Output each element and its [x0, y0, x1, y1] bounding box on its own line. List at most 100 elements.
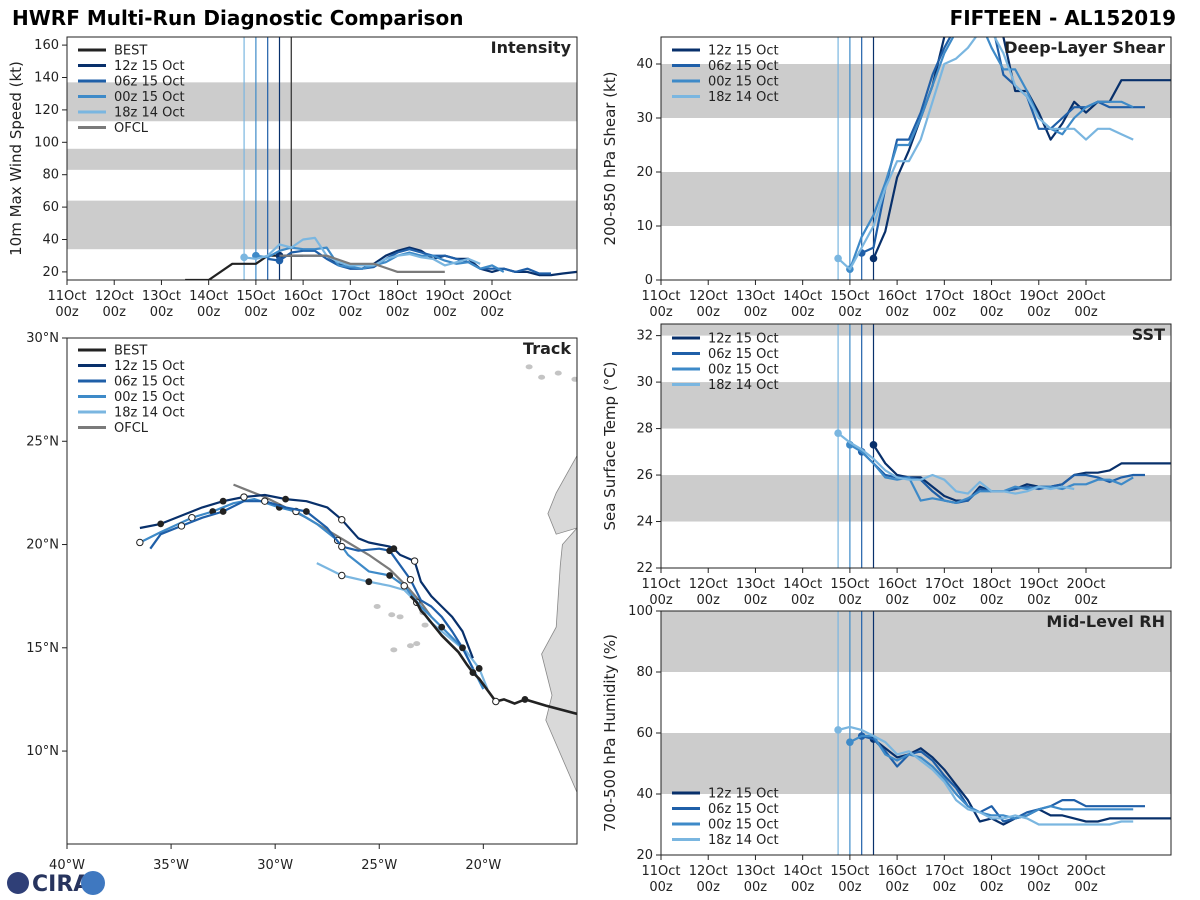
sst-ytick-label: 24 — [636, 515, 653, 530]
rh-xtick-label: 00z — [697, 880, 721, 895]
track-fix-filled-06z-15-oct — [302, 508, 310, 515]
sst-xtick-label: 00z — [744, 593, 768, 608]
intensity-legend-label-12z-15-oct: 12z 15 Oct — [114, 59, 185, 74]
shear-xtick-label: 11Oct — [641, 289, 680, 304]
rh-series-00z-15-oct — [849, 734, 1134, 820]
sst-panel: 22242628303211Oct00z12Oct00z13Oct00z14Oc… — [601, 323, 1172, 608]
track-fix-filled-18z-14-oct — [365, 578, 373, 586]
sst-xtick-label: 00z — [1027, 593, 1051, 608]
sst-xtick-label: 12Oct — [689, 577, 728, 592]
intensity-xtick-label: 19Oct — [425, 289, 464, 304]
rh-xtick-label: 00z — [791, 880, 815, 895]
shear-xtick-label: 00z — [885, 305, 909, 320]
shear-xtick-label: 00z — [649, 305, 673, 320]
shear-xtick-label: 00z — [838, 305, 862, 320]
intensity-xtick-label: 00z — [244, 305, 268, 320]
shear-xtick-label: 00z — [980, 305, 1004, 320]
intensity-xtick-label: 14Oct — [189, 289, 228, 304]
intensity-xtick-label: 00z — [339, 305, 363, 320]
sst-marker-18z-14-oct — [834, 429, 842, 438]
intensity-title: Intensity — [491, 38, 572, 57]
intensity-marker-18z-14-oct — [240, 253, 248, 262]
shear-xtick-label: 00z — [1074, 305, 1098, 320]
island-shape — [571, 376, 577, 382]
sst-legend-label-12z-15-oct: 12z 15 Oct — [708, 332, 779, 347]
rh-xtick-label: 00z — [1074, 880, 1098, 895]
sst-xtick-label: 18Oct — [972, 577, 1011, 592]
sst-legend-label-06z-15-oct: 06z 15 Oct — [708, 347, 779, 362]
track-fix-filled-06z-15-oct — [219, 508, 227, 515]
logo-globe-icon — [7, 872, 29, 894]
logo-cloud-icon — [81, 871, 105, 895]
figure-title: HWRF Multi-Run Diagnostic Comparison — [12, 6, 463, 30]
rh-xtick-label: 00z — [980, 880, 1004, 895]
track-legend-label-best: BEST — [114, 344, 147, 359]
track-ytick-label: 25°N — [26, 434, 59, 449]
shear-ytick-label: 30 — [636, 111, 653, 126]
track-fix-hollow-06z-15-oct — [406, 575, 415, 584]
rh-xtick-label: 18Oct — [972, 864, 1011, 879]
sst-plot-area — [661, 324, 1171, 568]
intensity-ytick-label: 60 — [42, 200, 59, 215]
rh-xtick-label: 11Oct — [641, 864, 680, 879]
rh-xtick-label: 15Oct — [830, 864, 869, 879]
sst-band-1 — [661, 382, 1171, 429]
shear-band-0 — [661, 172, 1171, 226]
sst-ytick-label: 26 — [636, 468, 653, 483]
sst-frame — [660, 323, 1172, 569]
sst-xtick-label: 20Oct — [1066, 577, 1105, 592]
rh-xtick-label: 00z — [649, 880, 673, 895]
shear-xtick-label: 12Oct — [689, 289, 728, 304]
shear-legend-label-06z-15-oct: 06z 15 Oct — [708, 59, 779, 74]
track-fix-hollow-06z-15-oct — [261, 497, 269, 505]
island-shape — [413, 641, 421, 647]
rh-marker-18z-14-oct — [834, 726, 842, 734]
intensity-series-ofcl — [279, 254, 445, 273]
sst-legend-label-00z-15-oct: 00z 15 Oct — [708, 363, 779, 378]
track-fix-hollow-00z-15-oct — [400, 582, 408, 590]
shear-xtick-label: 00z — [791, 305, 815, 320]
intensity-xtick-label: 12Oct — [95, 289, 134, 304]
intensity-xtick-label: 00z — [197, 305, 221, 320]
track-legend-label-ofcl: OFCL — [114, 421, 149, 436]
sst-series-18z-14-oct — [837, 432, 1075, 495]
rh-marker-00z-15-oct — [846, 738, 854, 746]
intensity-panel: 2040608010012014016011Oct00z12Oct00z13Oc… — [7, 36, 578, 320]
track-fix-hollow-12z-15-oct — [338, 516, 346, 524]
intensity-ylabel: 10m Max Wind Speed (kt) — [7, 61, 25, 256]
shear-xtick-label: 00z — [697, 305, 721, 320]
intensity-xtick-label: 00z — [480, 305, 504, 320]
track-ytick-label: 15°N — [26, 641, 59, 656]
rh-ytick-label: 60 — [636, 726, 653, 741]
rh-xtick-label: 17Oct — [925, 864, 964, 879]
intensity-marker-06z-15-oct — [275, 256, 284, 265]
rh-xtick-label: 19Oct — [1019, 864, 1058, 879]
intensity-band-1 — [67, 148, 577, 170]
track-ytick-label: 10°N — [26, 744, 59, 759]
sst-band-0 — [661, 475, 1171, 522]
intensity-band-2 — [67, 82, 577, 122]
intensity-ytick-label: 40 — [42, 233, 59, 248]
sst-xtick-label: 11Oct — [641, 577, 680, 592]
intensity-ytick-label: 160 — [34, 38, 59, 53]
sst-ytick-label: 30 — [636, 375, 653, 390]
intensity-legend-label-00z-15-oct: 00z 15 Oct — [114, 90, 185, 105]
island-shape — [538, 374, 546, 380]
track-series-00z-15-oct — [139, 498, 485, 690]
shear-ytick-label: 40 — [636, 57, 653, 72]
intensity-xtick-label: 00z — [291, 305, 315, 320]
rh-band-1 — [661, 611, 1171, 672]
shear-marker-18z-14-oct — [834, 254, 842, 263]
intensity-series-00z-15-oct — [255, 246, 505, 273]
island-shape — [388, 612, 396, 618]
island-shape — [406, 643, 414, 649]
intensity-band-0 — [67, 200, 577, 250]
track-fix-hollow-best — [492, 697, 500, 706]
shear-ytick-label: 10 — [636, 219, 653, 234]
intensity-frame — [66, 36, 578, 281]
shear-xtick-label: 00z — [744, 305, 768, 320]
rh-xtick-label: 00z — [838, 880, 862, 895]
africa-coast-land — [541, 454, 577, 793]
sst-title: SST — [1132, 325, 1165, 344]
